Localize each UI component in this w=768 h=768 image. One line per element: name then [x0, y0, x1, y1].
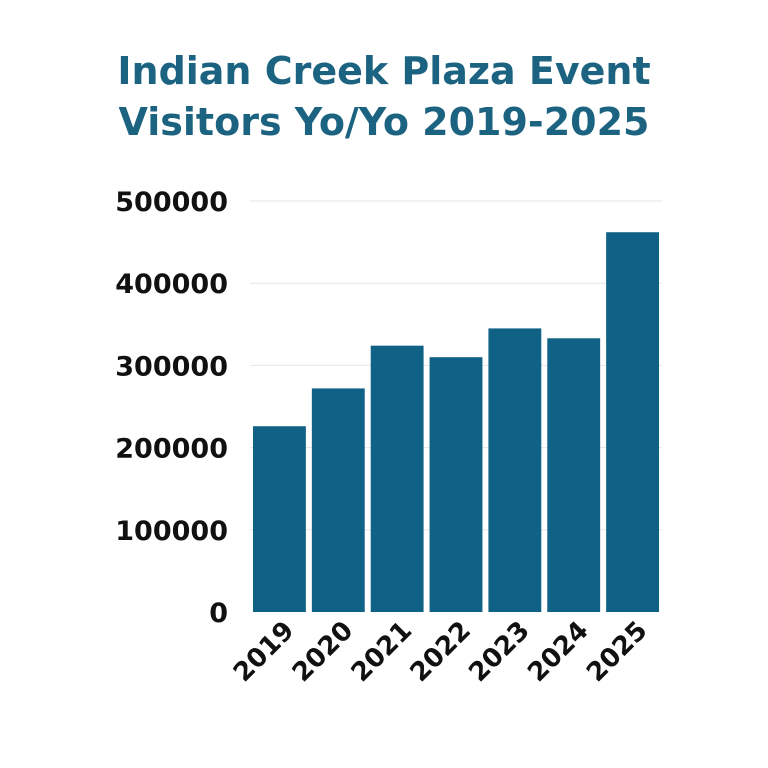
x-tick-label: 2022 [405, 616, 477, 688]
chart-title-line-2: Visitors Yo/Yo 2019-2025 [118, 100, 650, 144]
bar-2023 [488, 328, 542, 612]
bar-2020 [311, 388, 365, 612]
x-tick-label: 2023 [463, 616, 535, 688]
y-tick-label: 400000 [115, 269, 228, 300]
x-tick-label: 2024 [522, 616, 594, 688]
y-tick-label: 500000 [115, 187, 228, 218]
y-tick-label: 100000 [115, 516, 228, 547]
x-tick-label: 2025 [581, 616, 653, 688]
bar-2019 [253, 426, 306, 612]
bar-2024 [547, 338, 601, 612]
x-tick-label: 2021 [346, 616, 418, 688]
y-axis-ticks: 0 100000 200000 300000 400000 500000 [115, 187, 228, 629]
bars [253, 232, 659, 612]
chart-title-line-1: Indian Creek Plaza Event [117, 49, 651, 93]
x-tick-label: 2019 [228, 616, 300, 688]
bar-2025 [606, 232, 659, 612]
bar-2021 [370, 345, 424, 612]
bar-2022 [429, 357, 483, 612]
y-tick-label: 0 [209, 598, 228, 629]
y-tick-label: 300000 [115, 351, 228, 382]
x-tick-label: 2020 [287, 616, 359, 688]
y-tick-label: 200000 [115, 434, 228, 465]
chart-title: Indian Creek Plaza Event Visitors Yo/Yo … [0, 46, 768, 148]
